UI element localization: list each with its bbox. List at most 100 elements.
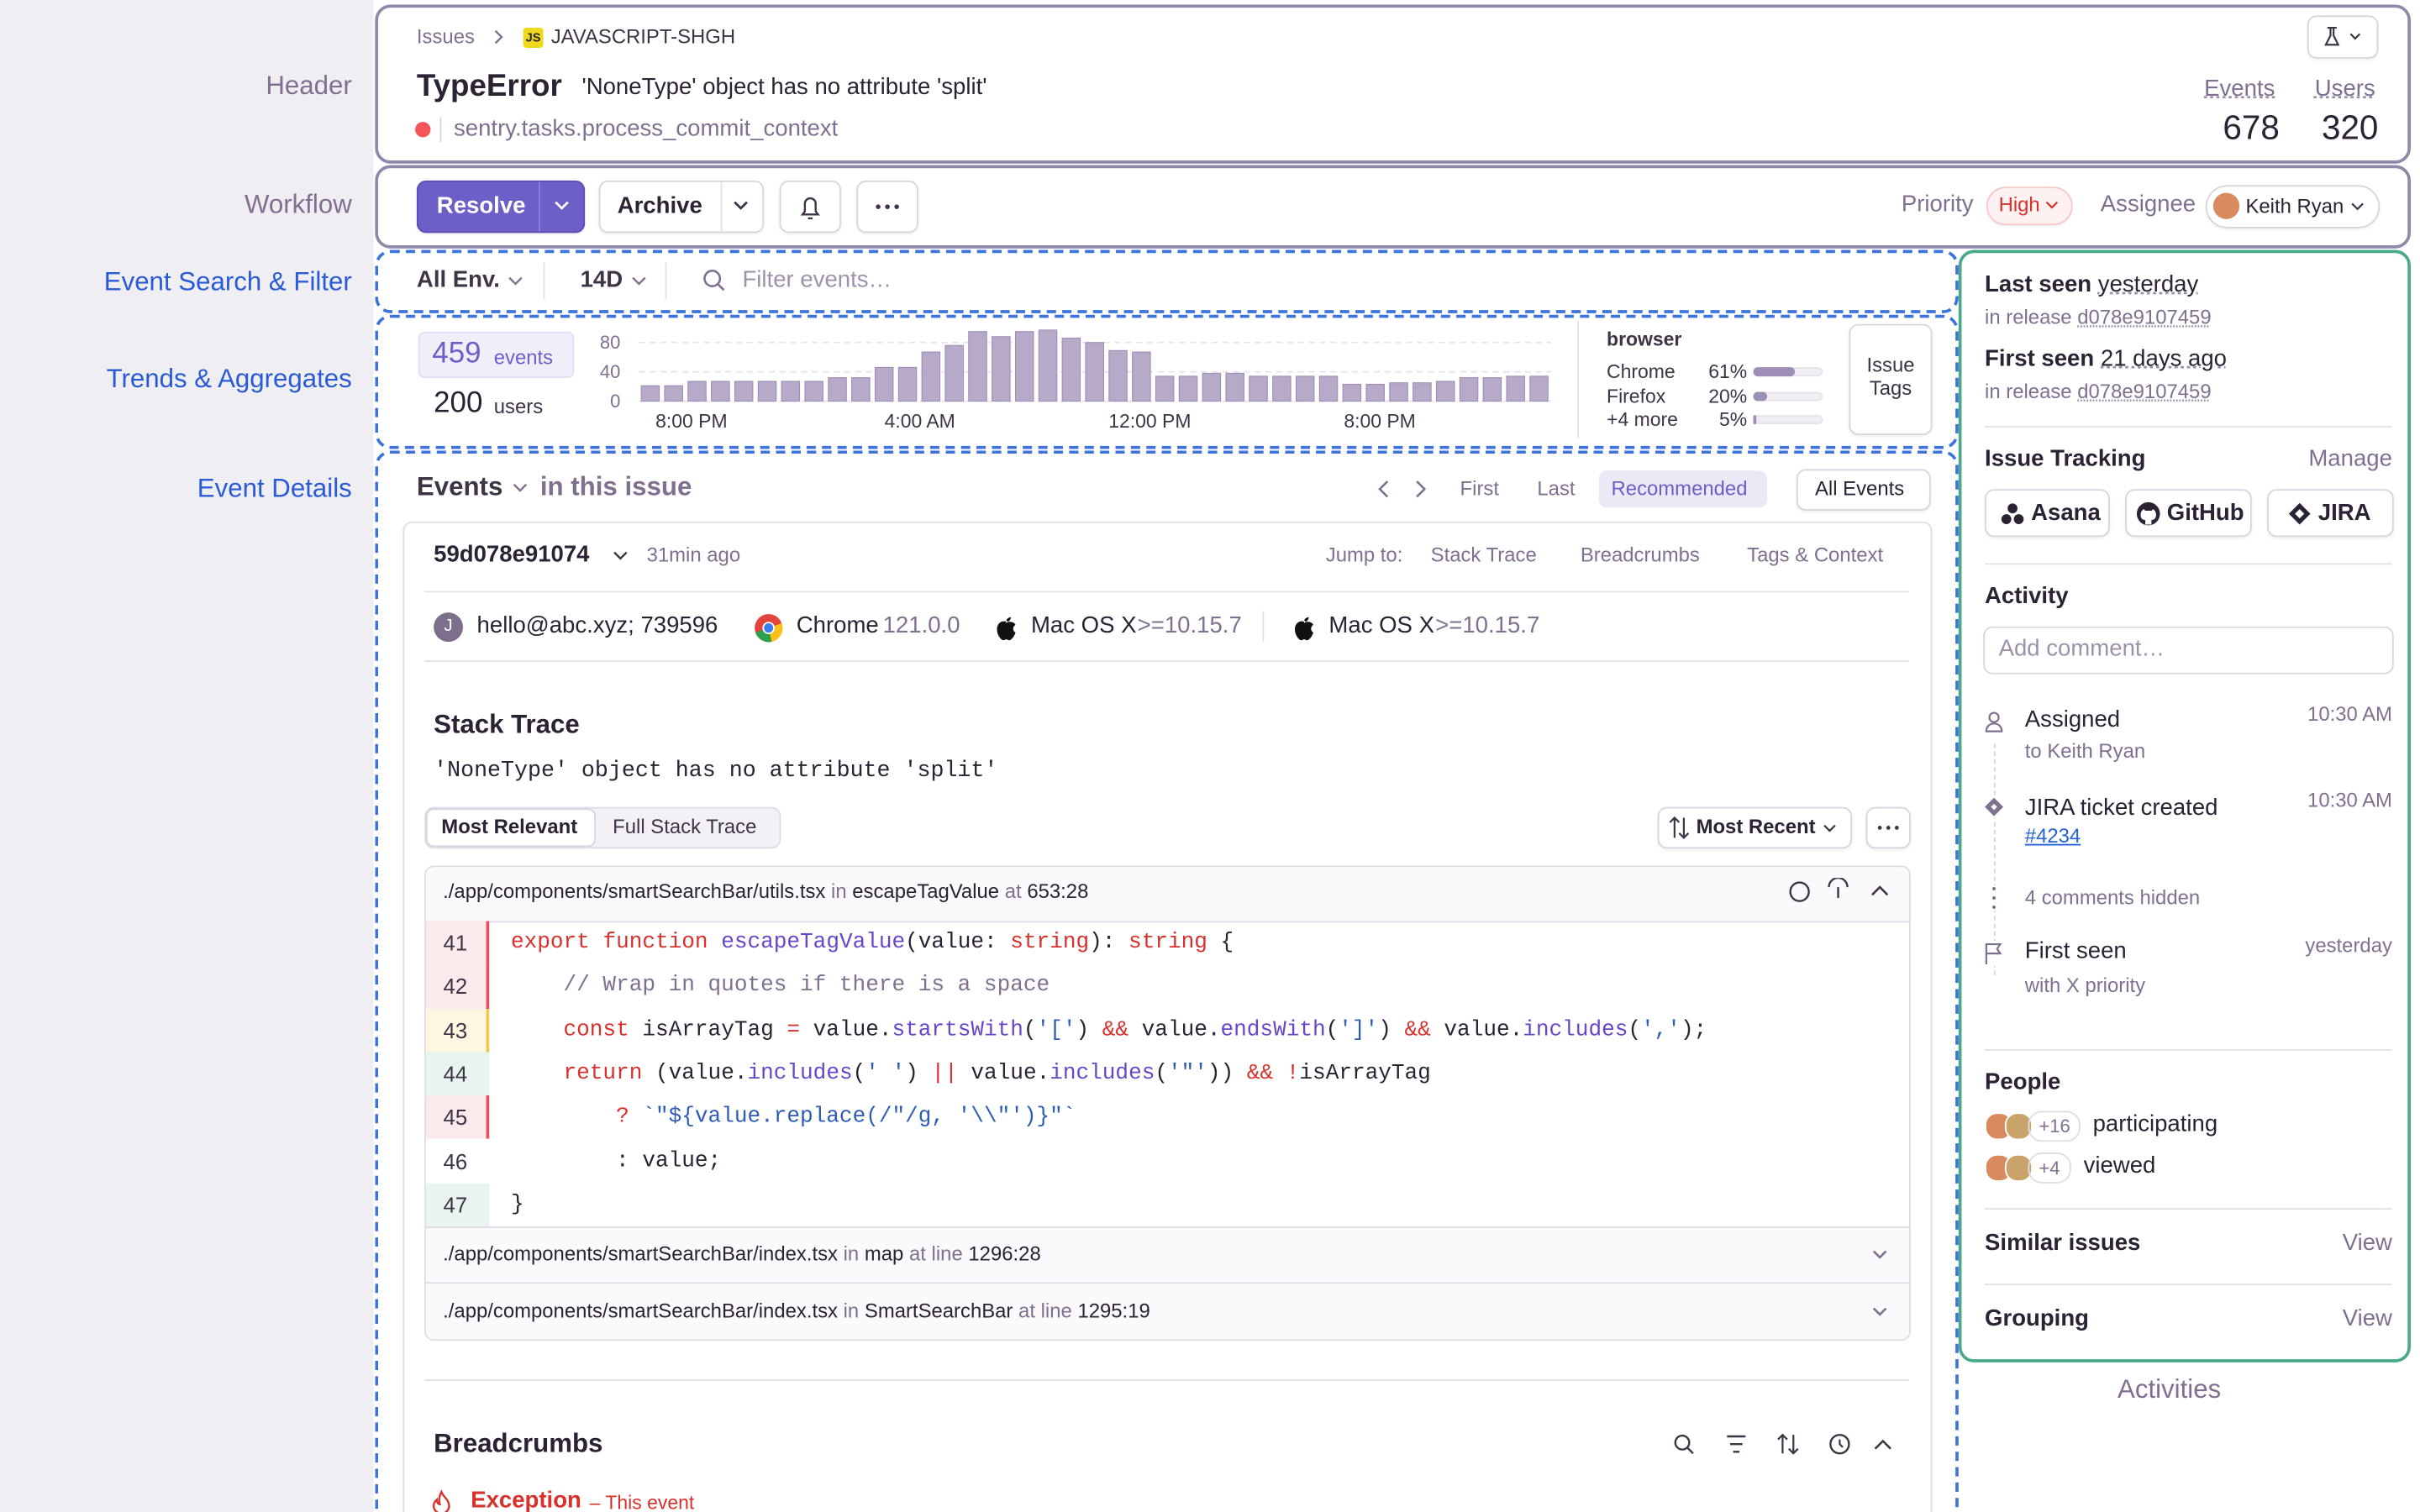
frame-icons[interactable] xyxy=(1786,878,1897,906)
comment-placeholder[interactable]: Add comment… xyxy=(1998,635,2165,662)
stat-label[interactable]: Users xyxy=(2314,76,2375,102)
options-button[interactable] xyxy=(2307,15,2379,59)
grouping-title[interactable]: Grouping xyxy=(1985,1305,2090,1332)
service-button[interactable]: GitHub xyxy=(2125,489,2252,538)
nav-first[interactable]: First xyxy=(1460,476,1499,501)
tab[interactable]: Most Relevant xyxy=(441,814,578,838)
subscribe-button[interactable] xyxy=(779,180,842,234)
frame-row[interactable] xyxy=(425,1282,1910,1340)
event-count-box[interactable] xyxy=(418,331,575,378)
chevron[interactable] xyxy=(553,197,571,213)
environment-select[interactable]: All Env. xyxy=(416,266,500,293)
x-tick-label: 4:00 AM xyxy=(885,410,955,432)
priority-pill[interactable] xyxy=(1986,186,2073,226)
frame-header[interactable] xyxy=(425,867,1910,923)
frame-file: ./app/components/smartSearchBar/index.ts… xyxy=(443,1299,838,1323)
period-select[interactable]: 14D xyxy=(580,266,623,293)
code-token: `"${value.replace(/"/g, '\\"')}"` xyxy=(642,1105,1076,1130)
service-button[interactable]: Asana xyxy=(1985,489,2110,538)
code-line: return (value.includes(' ') || value.inc… xyxy=(563,1061,1431,1086)
release[interactable]: d078e9107459 xyxy=(2077,305,2212,329)
chevron xyxy=(508,276,523,286)
chevron[interactable] xyxy=(732,197,750,213)
divider xyxy=(1985,563,2392,565)
service-name[interactable]: GitHub xyxy=(2166,500,2244,527)
frame-title[interactable]: ./app/components/smartSearchBar/utils.ts… xyxy=(443,876,1088,907)
nav-last[interactable]: Last xyxy=(1537,476,1576,501)
bar xyxy=(828,377,847,402)
release[interactable]: d078e9107459 xyxy=(2077,379,2212,403)
frame-title[interactable]: ./app/components/smartSearchBar/index.ts… xyxy=(443,1296,1150,1327)
breadcrumb-tools[interactable] xyxy=(1670,1431,1902,1458)
line-number: 44 xyxy=(443,1061,468,1086)
divider xyxy=(424,660,1910,662)
line-gutter xyxy=(425,921,490,965)
archive-label[interactable]: Archive xyxy=(617,192,702,219)
bar xyxy=(1061,337,1081,402)
grouping-view[interactable]: View xyxy=(2342,1305,2392,1332)
assignee-name[interactable]: Keith Ryan xyxy=(2245,194,2344,218)
more-icon xyxy=(1987,885,2001,911)
service-name[interactable]: JIRA xyxy=(2317,500,2371,527)
sort-label[interactable]: Most Recent xyxy=(1696,814,1816,838)
more-button[interactable] xyxy=(856,180,918,234)
activity-title: Assigned xyxy=(2024,706,2121,733)
breadcrumb[interactable]: JAVASCRIPT-SHGH xyxy=(550,24,736,48)
graphic xyxy=(1985,942,2002,964)
frame-title[interactable]: ./app/components/smartSearchBar/index.ts… xyxy=(443,1239,1041,1270)
priority-label: Priority xyxy=(1901,191,1974,218)
code-token: && xyxy=(1102,1017,1129,1042)
events-title[interactable]: Events xyxy=(416,472,503,501)
tab[interactable]: Full Stack Trace xyxy=(613,814,757,838)
event-id[interactable]: 59d078e91074 xyxy=(434,541,590,568)
service-name[interactable]: Asana xyxy=(2031,500,2101,527)
issue-tags-button[interactable] xyxy=(1849,323,1933,435)
tab-active[interactable] xyxy=(425,808,596,848)
chevron[interactable] xyxy=(1870,1247,1889,1262)
issue-tags-label[interactable]: Issue Tags xyxy=(1866,353,1915,400)
graphic xyxy=(1872,1307,1887,1316)
jump-link[interactable]: Breadcrumbs xyxy=(1580,543,1700,567)
resolve-label[interactable]: Resolve xyxy=(436,192,526,219)
chevron xyxy=(2045,201,2059,209)
search-input[interactable]: Filter events… xyxy=(742,266,892,293)
event-card xyxy=(402,521,1933,1512)
breadcrumb[interactable]: Issues xyxy=(416,24,475,48)
first-seen-value[interactable]: 21 days ago xyxy=(2100,345,2228,372)
activity-link[interactable]: #4234 xyxy=(2024,823,2081,848)
all-events-label[interactable]: All Events xyxy=(1815,476,1905,501)
tag-percent: 5% xyxy=(1718,408,1748,431)
frame-in: in xyxy=(843,1242,860,1266)
service-button[interactable]: JIRA xyxy=(2267,489,2394,538)
jump-link[interactable]: Stack Trace xyxy=(1430,543,1537,567)
archive-button[interactable] xyxy=(598,180,765,234)
hidden-comments[interactable]: 4 comments hidden xyxy=(2024,885,2201,909)
graphic xyxy=(2295,509,2305,519)
all-events-button[interactable] xyxy=(1796,469,1931,511)
bar xyxy=(711,381,730,402)
more-button[interactable] xyxy=(1865,806,1911,849)
sort-button[interactable] xyxy=(1657,806,1853,849)
frame-row[interactable] xyxy=(425,1226,1910,1283)
chevron[interactable] xyxy=(1870,1304,1889,1319)
nav-recommended[interactable]: Recommended xyxy=(1611,476,1748,501)
pagination-arrows[interactable] xyxy=(1374,477,1435,501)
last-seen-value[interactable]: yesterday xyxy=(2097,271,2199,298)
assignee-label: Assignee xyxy=(2100,191,2196,218)
annotation: Header xyxy=(266,71,352,101)
people-count[interactable]: +4 xyxy=(2028,1152,2071,1184)
graphic xyxy=(613,551,628,560)
resolve-button[interactable] xyxy=(416,180,586,234)
tracking-manage[interactable]: Manage xyxy=(2308,445,2392,473)
similar-view[interactable]: View xyxy=(2342,1229,2392,1257)
line-gutter xyxy=(425,1095,490,1140)
similar-title[interactable]: Similar issues xyxy=(1985,1229,2141,1257)
nav-recommended-bg[interactable] xyxy=(1598,470,1768,508)
bar xyxy=(1318,375,1339,402)
people-count[interactable]: +16 xyxy=(2028,1110,2081,1142)
priority-value[interactable]: High xyxy=(1998,192,2040,217)
comment-input[interactable] xyxy=(1983,626,2394,675)
jump-link[interactable]: Tags & Context xyxy=(1747,543,1884,567)
code-line: const isArrayTag = value.startsWith('[')… xyxy=(563,1017,1707,1042)
stat-label[interactable]: Events xyxy=(2204,76,2275,102)
